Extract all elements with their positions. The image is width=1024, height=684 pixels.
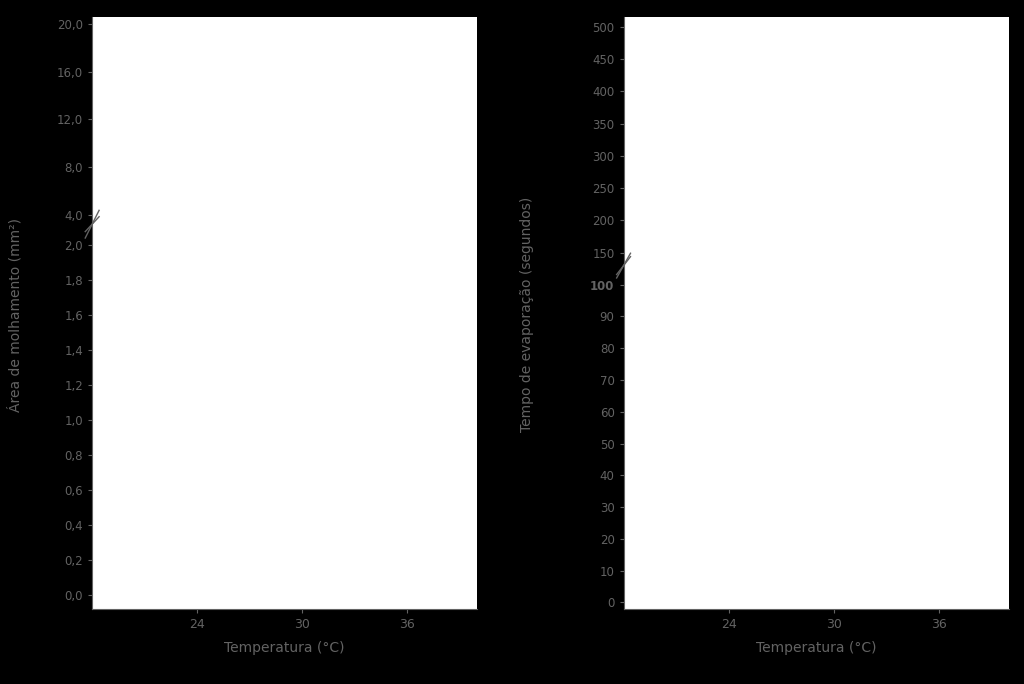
Text: Área de molhamento (mm²): Área de molhamento (mm²) <box>8 218 23 412</box>
X-axis label: Temperatura (°C): Temperatura (°C) <box>224 640 345 655</box>
X-axis label: Temperatura (°C): Temperatura (°C) <box>756 640 877 655</box>
Text: Tempo de evaporação (segundos): Tempo de evaporação (segundos) <box>520 197 535 432</box>
